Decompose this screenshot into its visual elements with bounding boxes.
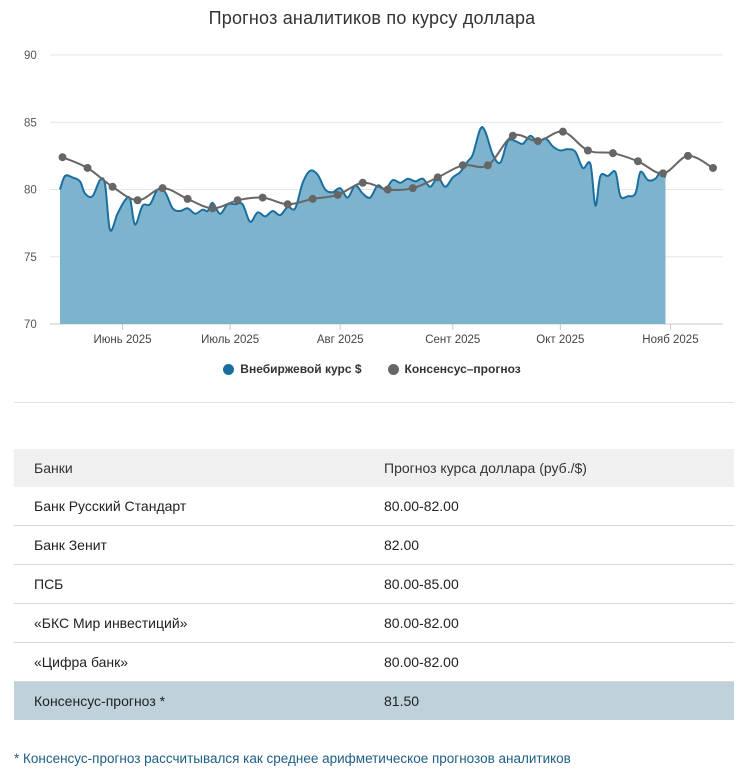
x-tick-label: Нояб 2025 xyxy=(642,334,698,346)
bank-name: «Цифра банк» xyxy=(14,642,364,682)
y-tick-label: 70 xyxy=(24,319,37,331)
chart-plot: 70 75 80 85 90 Июнь 2025 Июль 2025 Авг 2025 Сент… xyxy=(24,50,723,346)
consensus-point xyxy=(183,194,192,203)
consensus-point xyxy=(258,193,267,202)
bank-forecast: 80.00-85.00 xyxy=(364,564,734,604)
consensus-point xyxy=(308,194,317,203)
chart: Прогноз аналитиков по курсу доллара 70 75… xyxy=(0,8,744,376)
consensus-point xyxy=(208,204,217,213)
consensus-point xyxy=(608,149,617,158)
otc-rate-line xyxy=(59,126,667,232)
table-row-consensus: Консенсус-прогноз * 81.50 xyxy=(14,681,734,720)
table-header-row: Банки Прогноз курса доллара (руб./$) xyxy=(14,449,734,487)
divider xyxy=(14,402,734,403)
y-tick-label: 85 xyxy=(24,117,37,129)
consensus-point xyxy=(383,185,392,194)
consensus-point xyxy=(58,153,67,162)
bank-forecast: 80.00-82.00 xyxy=(364,642,734,682)
x-tick-label: Авг 2025 xyxy=(317,334,364,346)
consensus-point xyxy=(708,163,717,172)
y-tick-label: 75 xyxy=(24,252,37,264)
otc-rate-area xyxy=(60,127,666,324)
consensus-point xyxy=(533,137,542,146)
consensus-point xyxy=(133,196,142,205)
x-tick-label: Окт 2025 xyxy=(536,334,584,346)
consensus-point xyxy=(83,163,92,172)
table-row: «БКС Мир инвестиций» 80.00-82.00 xyxy=(14,603,734,643)
consensus-value: 81.50 xyxy=(364,681,734,720)
bank-forecast: 80.00-82.00 xyxy=(364,603,734,643)
y-tick-label: 90 xyxy=(24,50,37,62)
legend-marker-consensus xyxy=(387,363,399,375)
consensus-point xyxy=(583,146,592,155)
chart-legend: Внебиржевой курс $ Консенсус–прогноз xyxy=(0,362,744,376)
legend-item-consensus[interactable]: Консенсус–прогноз xyxy=(387,362,521,376)
consensus-point xyxy=(233,196,242,205)
consensus-point xyxy=(108,182,117,191)
consensus-point xyxy=(458,161,467,170)
consensus-point xyxy=(633,157,642,166)
consensus-point xyxy=(283,200,292,209)
consensus-point xyxy=(658,169,667,178)
consensus-point xyxy=(683,151,692,160)
header-forecast: Прогноз курса доллара (руб./$) xyxy=(364,449,734,487)
consensus-label: Консенсус-прогноз * xyxy=(14,681,364,720)
legend-label-consensus: Консенсус–прогноз xyxy=(404,362,521,376)
consensus-point xyxy=(408,184,417,193)
legend-marker-otc-rate xyxy=(223,363,235,375)
legend-label-otc-rate: Внебиржевой курс $ xyxy=(240,362,362,376)
y-tick-label: 80 xyxy=(24,185,37,197)
table-row: «Цифра банк» 80.00-82.00 xyxy=(14,642,734,682)
consensus-point xyxy=(433,173,442,182)
footnote: * Консенсус-прогноз рассчитывался как ср… xyxy=(14,751,571,766)
header-banks: Банки xyxy=(14,449,364,487)
bank-forecast: 82.00 xyxy=(364,525,734,565)
consensus-point xyxy=(558,127,567,136)
bank-name: «БКС Мир инвестиций» xyxy=(14,603,364,643)
forecast-table: Банки Прогноз курса доллара (руб./$) Бан… xyxy=(14,449,734,720)
table-row: ПСБ 80.00-85.00 xyxy=(14,564,734,604)
x-tick-label: Сент 2025 xyxy=(425,334,480,346)
consensus-point xyxy=(508,131,517,140)
bank-name: ПСБ xyxy=(14,564,364,604)
legend-item-otc-rate[interactable]: Внебиржевой курс $ xyxy=(223,362,362,376)
consensus-point xyxy=(158,184,167,193)
bank-name: Банк Русский Стандарт xyxy=(14,487,364,526)
x-tick-label: Июнь 2025 xyxy=(94,334,152,346)
consensus-point xyxy=(483,161,492,170)
bank-forecast: 80.00-82.00 xyxy=(364,487,734,526)
consensus-point xyxy=(358,178,367,187)
x-tick-label: Июль 2025 xyxy=(201,334,259,346)
consensus-point xyxy=(333,190,342,199)
chart-title: Прогноз аналитиков по курсу доллара xyxy=(208,8,536,28)
table-row: Банк Русский Стандарт 80.00-82.00 xyxy=(14,487,734,526)
table-row: Банк Зенит 82.00 xyxy=(14,525,734,565)
bank-name: Банк Зенит xyxy=(14,525,364,565)
